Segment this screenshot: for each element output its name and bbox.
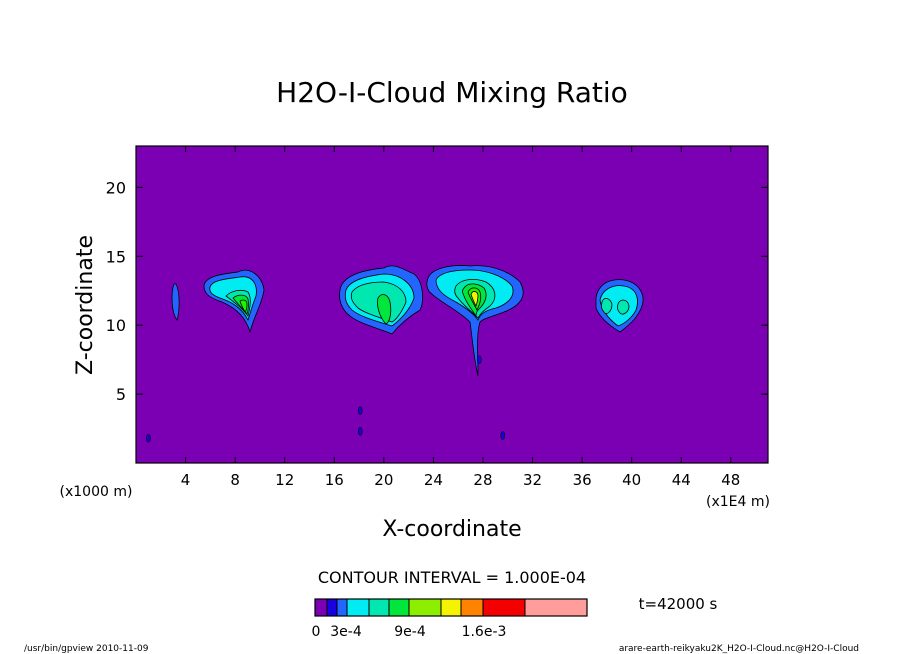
cloud-4 [426, 265, 524, 377]
y-tick-label: 20 [106, 178, 126, 197]
colorbar-label: 3e-4 [330, 624, 362, 640]
colorbar-labels: 0 3e-4 9e-4 1.6e-3 [312, 624, 507, 640]
colorbar-swatch [388, 598, 410, 617]
colorbar-swatch [482, 598, 526, 617]
cloud-3 [339, 265, 423, 335]
colorbar [314, 598, 588, 617]
colorbar-swatch [524, 598, 588, 617]
cloud-speck [146, 433, 151, 443]
y-tick-label: 15 [106, 247, 126, 266]
y-axis-ticks: 5 10 15 20 [106, 178, 768, 404]
x-axis-ticks: 4 8 12 16 20 24 28 32 36 40 44 48 [181, 146, 740, 489]
colorbar-swatch [460, 598, 484, 617]
colorbar-label: 1.6e-3 [462, 624, 507, 640]
chart-title: H2O-I-Cloud Mixing Ratio [276, 76, 628, 109]
cloud-1 [171, 283, 180, 321]
colorbar-label: 9e-4 [394, 624, 426, 640]
x-tick-label: 16 [325, 471, 344, 489]
cloud-2 [203, 269, 265, 334]
colorbar-swatch [346, 598, 370, 617]
x-tick-label: 40 [622, 471, 641, 489]
footer-left: /usr/bin/gpview 2010-11-09 [24, 644, 149, 654]
x-tick-label: 12 [275, 471, 294, 489]
x-tick-label: 32 [523, 471, 542, 489]
colorbar-swatch [368, 598, 390, 617]
x-tick-label: 44 [672, 471, 691, 489]
colorbar-swatch [336, 598, 348, 617]
cloud-speck [357, 406, 363, 415]
colorbar-swatch [326, 598, 338, 617]
x-unit-note: (x1E4 m) [706, 494, 770, 510]
cloud-1-contour-level-2 [171, 283, 180, 321]
colorbar-swatch [408, 598, 442, 617]
y-tick-label: 10 [106, 316, 126, 335]
x-axis-label: X-coordinate [382, 517, 521, 542]
cloud-contours [146, 265, 644, 443]
cloud-speck [500, 431, 506, 440]
cloud-speck [476, 355, 482, 364]
plot-frame [135, 145, 769, 464]
cloud-5-contour-level-4 [601, 298, 613, 314]
cloud-speck [357, 426, 363, 436]
cloud-5 [595, 279, 644, 333]
x-tick-label: 28 [473, 471, 492, 489]
cloud-3-contour-level-5 [377, 294, 392, 325]
time-label: t=42000 s [639, 595, 718, 613]
y-unit-note: (x1000 m) [60, 484, 133, 500]
x-tick-label: 8 [230, 471, 240, 489]
x-tick-label: 24 [424, 471, 443, 489]
x-tick-label: 48 [721, 471, 740, 489]
cloud-2-contour-level-6 [239, 299, 248, 313]
colorbar-swatch [440, 598, 462, 617]
x-tick-label: 4 [181, 471, 191, 489]
plot-area [135, 145, 769, 464]
x-tick-label: 20 [374, 471, 393, 489]
footer-right: arare-earth-reikyaku2K_H2O-I-Cloud.nc@H2… [619, 644, 859, 654]
cloud-4-contour-level-8 [470, 291, 479, 308]
colorbar-label: 0 [312, 624, 321, 640]
cloud-5-contour-level-4 [617, 299, 630, 315]
colorbar-swatch [314, 598, 328, 617]
y-axis-label: Z-coordinate [73, 235, 98, 375]
colorbar-frame [314, 598, 588, 617]
contour-interval: CONTOUR INTERVAL = 1.000E-04 [318, 568, 586, 587]
y-tick-label: 5 [116, 385, 126, 404]
x-tick-label: 36 [573, 471, 592, 489]
